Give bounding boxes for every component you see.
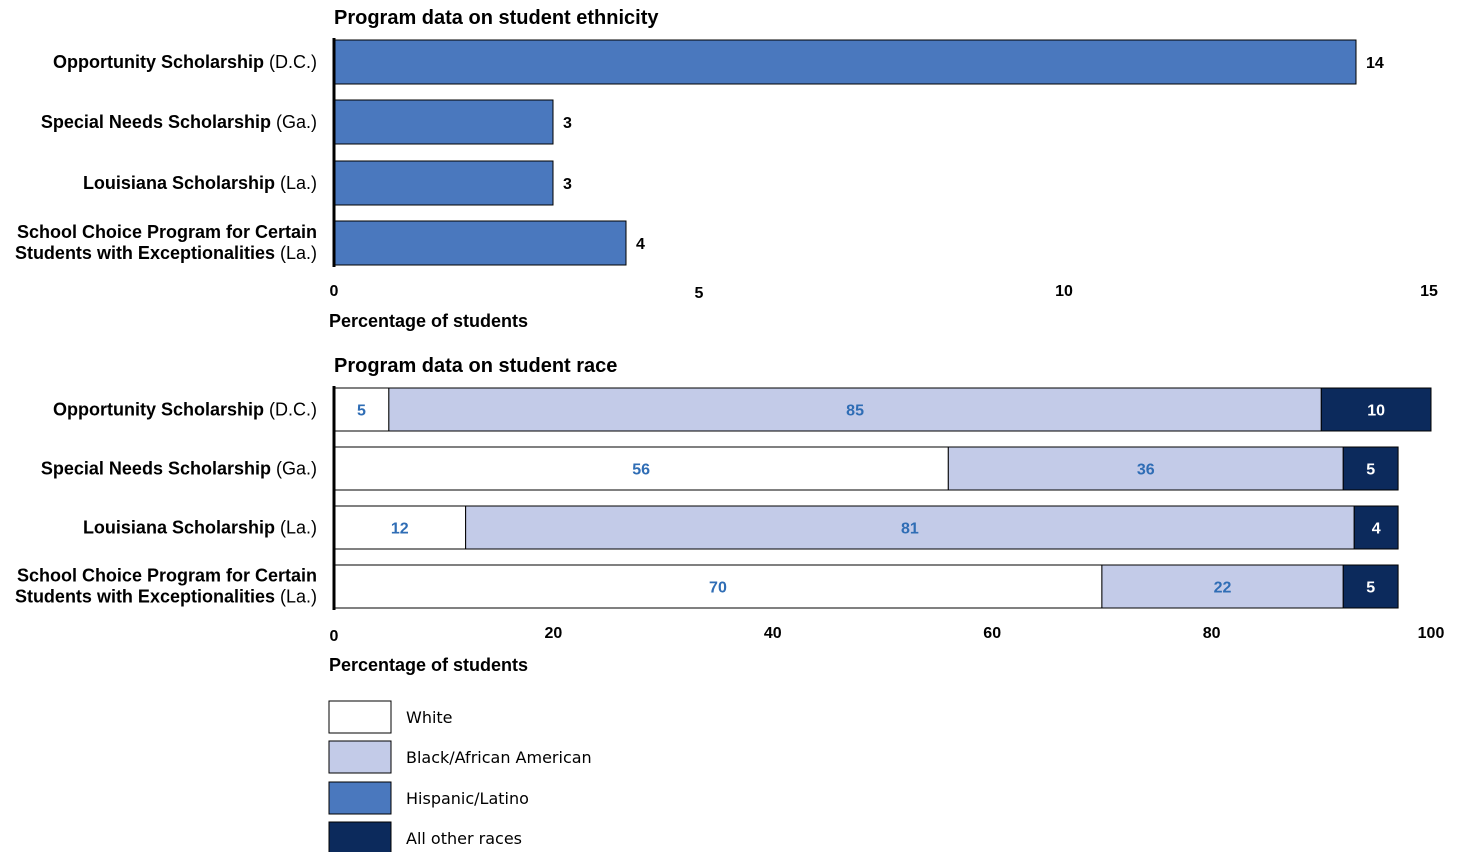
category-label-region: (La.) [280,243,317,263]
bar-segment-0-2 [1320,387,1432,432]
segment-value-label-0-1: 85 [846,403,864,420]
bar-segment-3-2 [1342,564,1399,609]
bar-segment-3-0 [333,564,1103,609]
category-label-2: Louisiana Scholarship (La.) [83,173,317,193]
bar-segment-0-1 [388,387,1322,432]
bar-1 [333,99,554,145]
x-tick-label-1: 20 [545,625,563,642]
category-label-1: Special Needs Scholarship (Ga.) [41,459,317,479]
category-label-region: (La.) [280,173,317,193]
bar-segment-3-1 [1101,564,1344,609]
category-label-region: (La.) [280,518,317,538]
segment-value-label-3-0: 70 [709,580,727,597]
legend-label-1: Black/African American [406,748,592,767]
category-label-3: School Choice Program for Certain [17,566,317,586]
segment-value-label-1-1: 36 [1137,462,1155,479]
category-label-3-line2: Students with Exceptionalities (La.) [15,587,317,607]
category-label-3-line2: Students with Exceptionalities (La.) [15,243,317,263]
segment-value-label-2-2: 4 [1372,521,1381,538]
segment-value-label-1-2: 5 [1366,462,1375,479]
category-label-region: (La.) [280,587,317,607]
x-tick-label-2: 40 [764,625,782,642]
category-label-0: Opportunity Scholarship (D.C.) [53,52,317,72]
legend-label-0: White [406,708,453,727]
legend-label-2: Hispanic/Latino [406,789,529,808]
segment-value-label-0-2: 10 [1367,403,1385,420]
chart-title: Program data on student ethnicity [334,7,659,29]
segment-value-label-3-1: 22 [1214,580,1232,597]
category-label-region: (D.C.) [269,400,317,420]
x-tick-label-5: 100 [1418,625,1445,642]
x-tick-label-3: 60 [983,625,1001,642]
x-tick-label-1: 5 [695,285,704,302]
segment-value-label-0-0: 5 [357,403,366,420]
legend-label-3: All other races [406,829,522,848]
category-label-region: (Ga.) [276,112,317,132]
legend-swatch-2 [328,781,392,815]
bar-0 [333,39,1357,85]
bar-value-label-3: 4 [636,236,645,253]
segment-value-label-3-2: 5 [1366,580,1375,597]
bar-value-label-0: 14 [1366,55,1384,72]
bar-value-label-1: 3 [563,115,572,132]
legend-swatch-1 [328,740,392,774]
segment-value-label-2-0: 12 [391,521,409,538]
x-tick-label-2: 10 [1055,283,1073,300]
x-tick-label-4: 80 [1203,625,1221,642]
legend: White Black/African American Hispanic/Lati… [328,700,592,852]
x-axis-label: Percentage of students [329,311,528,331]
segment-value-label-2-1: 81 [901,521,919,538]
x-axis-label: Percentage of students [329,655,528,675]
x-tick-label-3: 15 [1420,283,1438,300]
bar-segment-2-1 [465,505,1355,550]
category-label-3: School Choice Program for Certain [17,222,317,242]
bar-2 [333,160,554,206]
bar-value-label-2: 3 [563,176,572,193]
bar-segment-2-2 [1353,505,1399,550]
category-label-region: (D.C.) [269,52,317,72]
race-chart: Program data on student race 5 85 10 Opportu… [15,355,1445,675]
x-tick-label-0: 0 [330,283,339,300]
chart-title: Program data on student race [334,355,617,377]
bar-3 [333,220,627,266]
category-label-2: Louisiana Scholarship (La.) [83,518,317,538]
segment-value-label-1-0: 56 [632,462,650,479]
category-label-1: Special Needs Scholarship (Ga.) [41,112,317,132]
legend-swatch-3 [328,821,392,852]
ethnicity-chart: Program data on student ethnicity 14 Oppor… [15,7,1438,331]
category-label-region: (Ga.) [276,459,317,479]
legend-swatch-0 [328,700,392,734]
category-label-0: Opportunity Scholarship (D.C.) [53,400,317,420]
bar-segment-1-2 [1342,446,1399,491]
x-tick-label-0: 0 [330,628,339,645]
